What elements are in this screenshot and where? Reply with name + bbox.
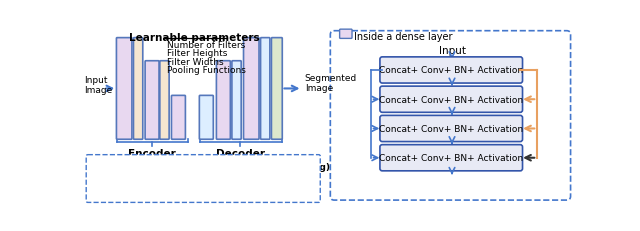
Text: Encoder: Encoder: [128, 148, 176, 158]
Text: Concat+ Conv+ BN+ Activation: Concat+ Conv+ BN+ Activation: [379, 125, 524, 134]
FancyBboxPatch shape: [380, 58, 522, 84]
Text: Learnable parameters: Learnable parameters: [129, 33, 260, 43]
FancyBboxPatch shape: [145, 61, 159, 140]
FancyBboxPatch shape: [380, 87, 522, 113]
Text: Pooling Functions: Pooling Functions: [167, 66, 246, 75]
Text: Concat+ Conv+ BN+ Activation: Concat+ Conv+ BN+ Activation: [379, 95, 524, 104]
FancyBboxPatch shape: [160, 61, 169, 140]
Text: Transition (Unpooling): Transition (Unpooling): [216, 163, 330, 172]
Text: Dense layer: Dense layer: [106, 163, 166, 172]
FancyBboxPatch shape: [380, 145, 522, 171]
Text: Conv + Softmax: Conv + Softmax: [216, 178, 298, 187]
Text: Input: Input: [438, 46, 465, 56]
FancyBboxPatch shape: [199, 96, 213, 140]
FancyBboxPatch shape: [95, 176, 104, 186]
Text: Filter Heights: Filter Heights: [167, 49, 227, 58]
FancyBboxPatch shape: [134, 38, 143, 140]
FancyBboxPatch shape: [172, 96, 186, 140]
Text: Input
Image: Input Image: [84, 76, 112, 95]
Text: Concat+ Conv+ BN+ Activation: Concat+ Conv+ BN+ Activation: [379, 154, 524, 163]
FancyBboxPatch shape: [205, 161, 214, 170]
FancyBboxPatch shape: [271, 38, 282, 140]
FancyBboxPatch shape: [330, 32, 571, 200]
Text: Number of Filters: Number of Filters: [167, 41, 245, 50]
FancyBboxPatch shape: [244, 38, 259, 140]
Text: Decoder: Decoder: [216, 148, 265, 158]
FancyBboxPatch shape: [95, 161, 104, 170]
Text: Inside a dense layer: Inside a dense layer: [355, 32, 453, 42]
Text: Segmented
Image: Segmented Image: [305, 73, 357, 93]
FancyBboxPatch shape: [340, 30, 352, 39]
Text: Concat+ Conv+ BN+ Activation: Concat+ Conv+ BN+ Activation: [379, 66, 524, 75]
FancyBboxPatch shape: [216, 61, 230, 140]
FancyBboxPatch shape: [380, 116, 522, 142]
FancyBboxPatch shape: [260, 38, 270, 140]
FancyBboxPatch shape: [86, 155, 320, 203]
Text: Transition (Pooling): Transition (Pooling): [106, 178, 207, 187]
FancyBboxPatch shape: [232, 61, 241, 140]
FancyBboxPatch shape: [116, 38, 132, 140]
Text: Filter Widths: Filter Widths: [167, 58, 223, 67]
FancyBboxPatch shape: [205, 176, 214, 186]
